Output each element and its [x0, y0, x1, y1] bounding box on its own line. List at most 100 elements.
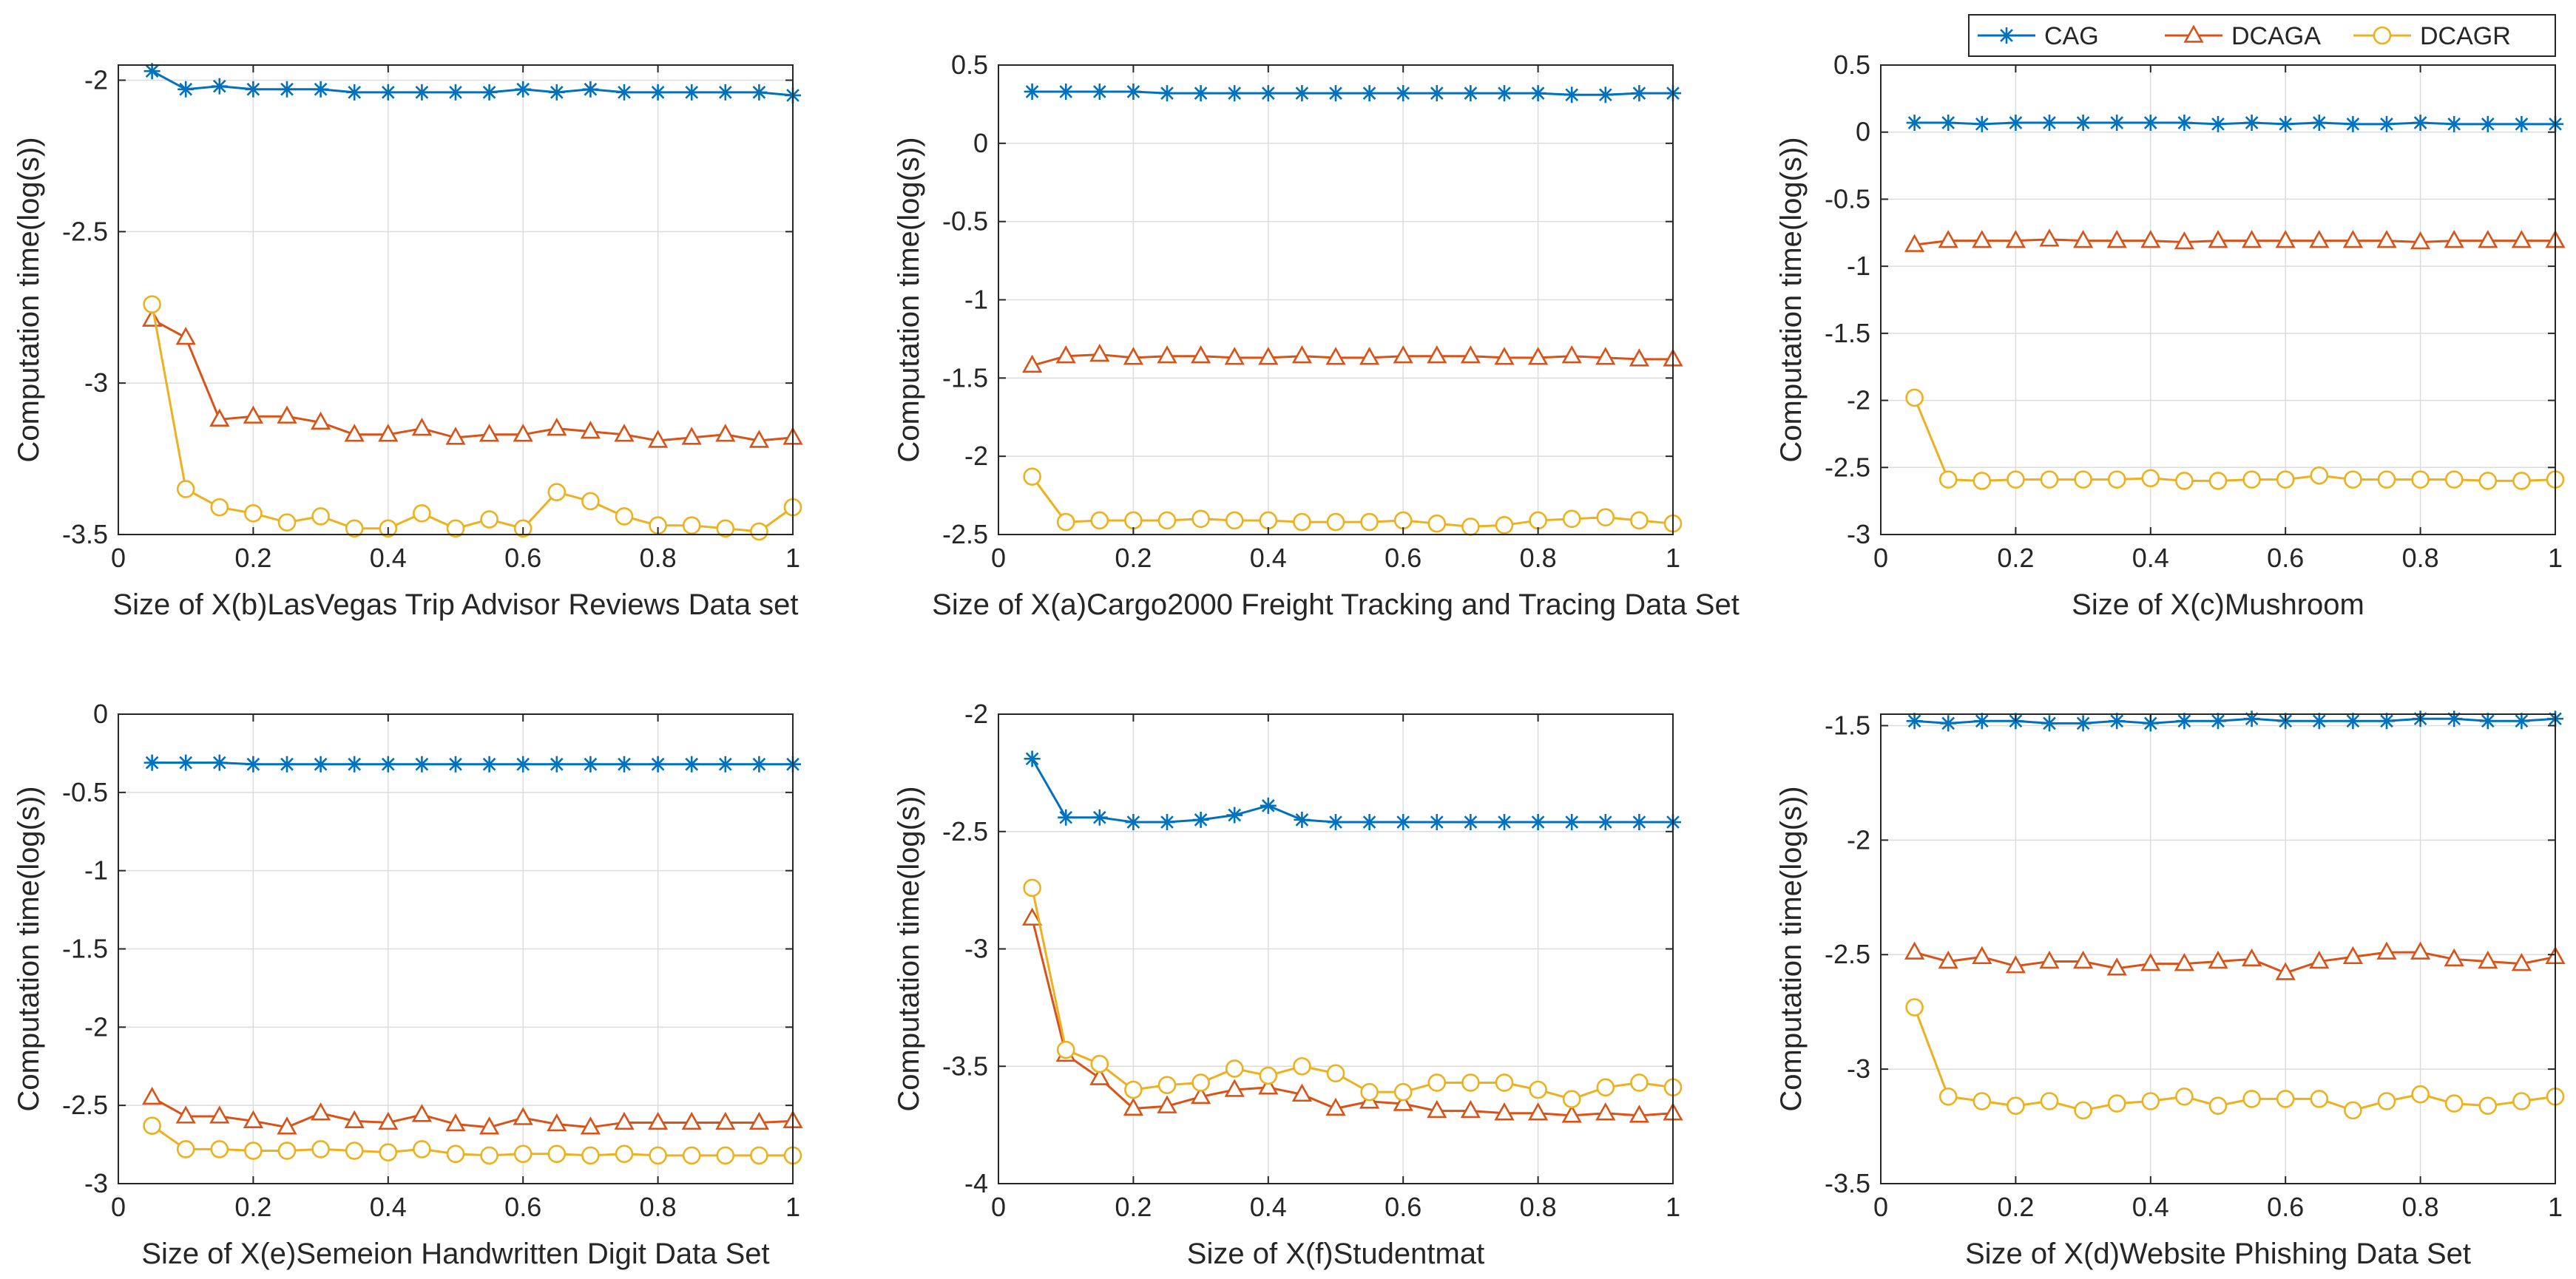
- data-point-cag: [379, 756, 396, 773]
- data-point-dcaga: [2140, 230, 2161, 248]
- data-point-dcagr: [446, 519, 465, 538]
- data-point-dcaga: [479, 424, 500, 442]
- data-point-dcaga: [2478, 950, 2498, 969]
- x-tick-label: 0: [991, 1192, 1006, 1222]
- x-tick-label: 0: [991, 543, 1006, 573]
- data-point-cag: [1906, 115, 1923, 132]
- data-point-dcagr: [1427, 1073, 1447, 1092]
- data-point-dcagr: [581, 492, 600, 511]
- data-point-dcagr: [1056, 1040, 1075, 1059]
- data-point-cag: [515, 756, 532, 773]
- data-point-dcaga: [547, 1113, 567, 1132]
- data-point-dcaga: [1291, 345, 1313, 364]
- plot-area: [1881, 65, 2555, 535]
- data-point-dcagr: [1157, 1076, 1177, 1094]
- data-point-cag: [413, 84, 430, 101]
- x-tick-label: 0: [111, 543, 126, 573]
- data-point-cag: [1091, 809, 1108, 826]
- data-point-cag: [1294, 811, 1311, 828]
- data-point-cag: [1192, 85, 1209, 102]
- y-tick-label: 0.5: [951, 50, 988, 80]
- y-tick-label: -3.5: [942, 1051, 988, 1081]
- x-tick-label: 0.4: [1250, 543, 1287, 573]
- data-point-dcaga: [2376, 941, 2397, 960]
- data-point-dcagr: [1461, 518, 1480, 536]
- data-point-dcaga: [1629, 1105, 1650, 1123]
- data-point-cag: [1462, 814, 1479, 831]
- data-point-cag: [1428, 85, 1445, 102]
- data-point-cag: [279, 81, 295, 98]
- data-point-dcaga: [310, 411, 331, 430]
- data-point-cag: [2075, 715, 2092, 732]
- data-point-dcaga: [715, 424, 736, 442]
- data-point-dcagr: [1562, 509, 1581, 529]
- data-point-dcaga: [2309, 950, 2330, 969]
- x-tick-label: 0.2: [1997, 1192, 2034, 1222]
- x-tick-label: 0: [111, 1192, 126, 1222]
- data-point-cag: [1906, 713, 1923, 730]
- data-point-dcagr: [2208, 472, 2228, 490]
- y-tick-label: -1: [1847, 251, 1870, 281]
- data-point-cag: [1496, 85, 1512, 102]
- y-tick-label: -0.5: [942, 206, 988, 237]
- data-point-dcaga: [243, 405, 264, 424]
- data-point-dcaga: [1089, 1067, 1110, 1085]
- data-point-cag: [1361, 814, 1378, 831]
- data-point-cag: [1940, 715, 1957, 732]
- y-tick-label: 0: [93, 699, 108, 729]
- data-point-cag: [2243, 115, 2260, 132]
- data-point-dcaga: [580, 1116, 601, 1135]
- data-point-cag: [2243, 710, 2260, 727]
- data-point-dcaga: [647, 1111, 669, 1130]
- y-tick-label: -2: [964, 441, 988, 471]
- data-point-dcaga: [1224, 347, 1245, 365]
- data-point-cag: [1159, 85, 1175, 102]
- series-cag: [143, 63, 801, 104]
- y-tick-label: -3.5: [62, 519, 108, 549]
- series-dcagr: [143, 295, 802, 541]
- x-axis-label: Size of X(b)LasVegas Trip Advisor Review…: [112, 588, 798, 621]
- data-point-dcagr: [716, 519, 735, 538]
- data-point-cag: [279, 756, 295, 773]
- data-point-dcaga: [1527, 1102, 1549, 1121]
- x-tick-label: 0.2: [234, 543, 271, 573]
- data-point-dcaga: [1325, 1097, 1346, 1116]
- x-tick-label: 0.6: [2267, 543, 2304, 573]
- data-point-dcagr: [210, 1140, 229, 1158]
- data-point-cag: [649, 84, 666, 101]
- data-point-dcagr: [2411, 1085, 2430, 1104]
- data-point-dcagr: [143, 1116, 161, 1135]
- data-point-dcaga: [2140, 952, 2161, 971]
- data-point-dcaga: [1393, 1093, 1413, 1111]
- x-tick-label: 0.2: [1115, 543, 1152, 573]
- data-point-dcaga: [1325, 347, 1346, 365]
- y-tick-label: -2.5: [62, 216, 108, 246]
- data-point-dcaga: [175, 1105, 196, 1124]
- y-tick-label: -0.5: [1825, 183, 1870, 214]
- data-point-dcagr: [2344, 470, 2362, 489]
- data-point-dcaga: [1561, 1105, 1582, 1123]
- data-point-dcaga: [277, 1116, 297, 1135]
- data-point-cag: [211, 754, 228, 771]
- data-point-cag: [2446, 710, 2463, 727]
- data-point-dcagr: [2478, 1096, 2498, 1115]
- data-point-dcaga: [2106, 230, 2127, 248]
- y-tick-label: -3: [84, 1168, 108, 1198]
- data-point-dcagr: [244, 1141, 263, 1160]
- x-tick-label: 0.4: [1250, 1192, 1287, 1222]
- x-axis-label: Size of X(f)Studentmat: [1187, 1238, 1484, 1270]
- data-point-cag: [2041, 715, 2058, 732]
- data-point-dcaga: [1595, 347, 1616, 365]
- data-point-cag: [1091, 83, 1108, 100]
- y-tick-label: -3: [1847, 519, 1870, 549]
- subplot-1: 0 0.2 0.4 0.6 0.8 1 -3.5 -3 -2.5 -2 Size of X(b)La…: [13, 63, 803, 621]
- series-dcaga: [1021, 907, 1683, 1123]
- data-point-cag: [2075, 115, 2092, 132]
- data-point-dcaga: [513, 424, 533, 442]
- data-point-cag: [649, 756, 666, 773]
- data-point-dcagr: [547, 483, 567, 501]
- legend: CAG DCAGA DCAGR: [1968, 14, 2556, 57]
- data-point-cag: [2109, 713, 2126, 730]
- data-point-dcaga: [1494, 347, 1515, 365]
- data-point-dcagr: [2377, 1092, 2396, 1110]
